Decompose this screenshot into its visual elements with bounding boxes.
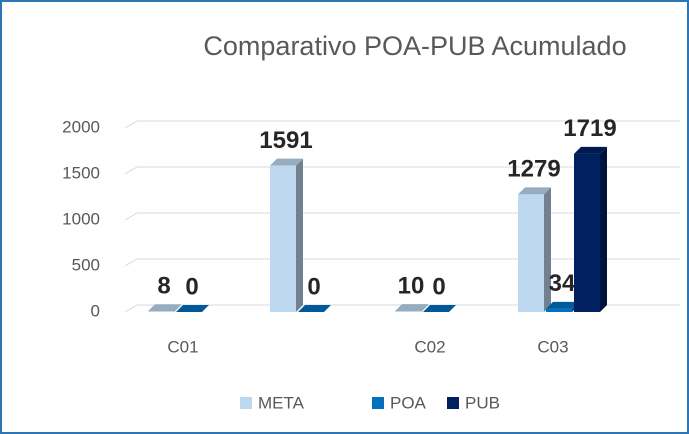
legend-label: PUB bbox=[465, 393, 500, 412]
grid-line bbox=[124, 120, 680, 129]
grid-line bbox=[124, 304, 680, 313]
grid-line bbox=[124, 166, 680, 175]
bar bbox=[574, 153, 600, 312]
x-tick-label: C01 bbox=[167, 337, 198, 356]
y-tick-label: 0 bbox=[91, 301, 100, 320]
chart-title: Comparativo POA-PUB Acumulado bbox=[203, 31, 626, 61]
data-label: 1719 bbox=[563, 115, 616, 142]
bar-side bbox=[421, 304, 428, 312]
bar-side bbox=[174, 304, 181, 312]
bar-top bbox=[395, 304, 428, 312]
grid-line bbox=[124, 258, 680, 267]
bar-top bbox=[270, 158, 303, 166]
data-label: 0 bbox=[432, 273, 445, 300]
y-tick-label: 1500 bbox=[62, 163, 100, 182]
legend-swatch bbox=[447, 397, 459, 409]
legend-swatch bbox=[372, 397, 384, 409]
legend-label: POA bbox=[390, 393, 427, 412]
data-label: 0 bbox=[185, 273, 198, 300]
grid-line bbox=[124, 212, 680, 221]
bar-top bbox=[298, 305, 331, 312]
bar-side bbox=[600, 146, 607, 312]
bar bbox=[518, 194, 544, 312]
legend-swatch bbox=[240, 397, 252, 409]
bar-top bbox=[176, 305, 209, 312]
legend-label: META bbox=[258, 393, 305, 412]
bar bbox=[395, 311, 421, 312]
bar-side bbox=[296, 158, 303, 312]
bar-top bbox=[546, 301, 579, 309]
x-tick-label: C03 bbox=[537, 337, 568, 356]
data-label: 34 bbox=[549, 270, 576, 297]
data-label: 10 bbox=[398, 272, 425, 299]
bar bbox=[270, 165, 296, 312]
bar-top bbox=[148, 304, 181, 312]
data-label: 1279 bbox=[507, 156, 560, 183]
data-label: 0 bbox=[307, 273, 320, 300]
bar-side bbox=[544, 187, 551, 312]
data-label: 8 bbox=[157, 273, 170, 300]
bar bbox=[546, 308, 572, 312]
bar-top bbox=[574, 146, 607, 154]
y-tick-label: 1000 bbox=[62, 209, 100, 228]
y-tick-label: 2000 bbox=[62, 117, 100, 136]
bar-top bbox=[423, 305, 456, 312]
bar-top bbox=[518, 187, 551, 195]
data-label: 1591 bbox=[259, 127, 312, 154]
x-tick-label: C02 bbox=[414, 337, 445, 356]
y-tick-label: 500 bbox=[72, 255, 100, 274]
bar bbox=[148, 311, 174, 312]
